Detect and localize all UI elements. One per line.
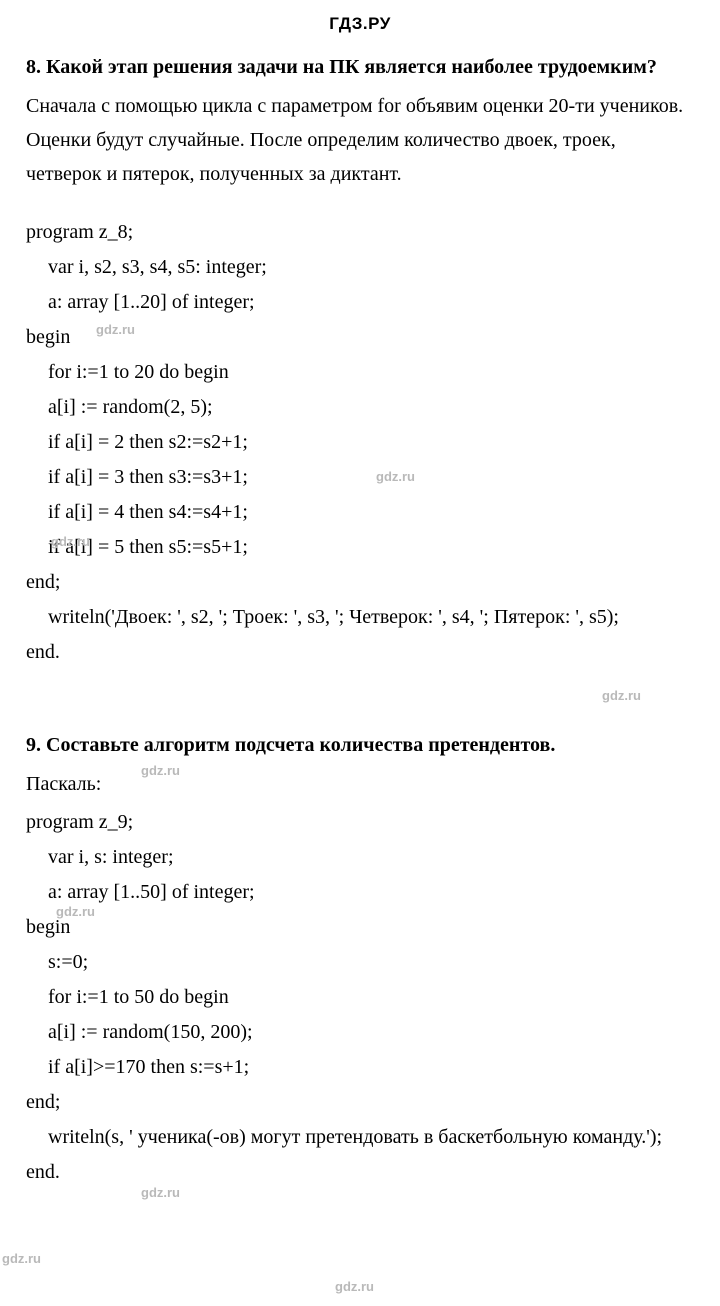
code-line: writeln('Двоек: ', s2, '; Троек: ', s3, … [26,600,694,635]
code-line: var i, s2, s3, s4, s5: integer; [26,250,694,285]
code-line: end; [26,1085,694,1120]
watermark: gdz.ru [335,1279,374,1294]
code-line: a: array [1..50] of integer; [26,875,694,910]
code-line: if a[i] = 5 then s5:=s5+1; [26,530,694,565]
q8-paragraph: Сначала с помощью цикла с параметром for… [26,89,694,191]
page: ГДЗ.РУ 8. Какой этап решения задачи на П… [0,0,720,1306]
watermark: gdz.ru [2,1251,41,1266]
code-line: a[i] := random(150, 200); [26,1015,694,1050]
spacer [26,670,694,700]
code-line: if a[i]>=170 then s:=s+1; [26,1050,694,1085]
q9-code-block: program z_9; var i, s: integer; a: array… [26,805,694,1190]
code-line: a: array [1..20] of integer; [26,285,694,320]
code-line: end; [26,565,694,600]
q8-title: 8. Какой этап решения задачи на ПК являе… [26,52,694,83]
code-line: for i:=1 to 50 do begin [26,980,694,1015]
code-line: if a[i] = 3 then s3:=s3+1; [26,460,694,495]
site-header: ГДЗ.РУ [26,14,694,34]
code-line: end. [26,1155,694,1190]
code-line: program z_8; [26,215,694,250]
spacer [26,700,694,730]
code-line: a[i] := random(2, 5); [26,390,694,425]
q9-language: Паскаль: [26,767,694,801]
code-line: end. [26,635,694,670]
code-line: var i, s: integer; [26,840,694,875]
code-line: program z_9; [26,805,694,840]
code-line: if a[i] = 4 then s4:=s4+1; [26,495,694,530]
code-line: for i:=1 to 20 do begin [26,355,694,390]
q9-body: gdz.ru gdz.ru gdz.ru Паскаль: program z_… [26,767,694,1190]
code-line: begin [26,320,694,355]
q8-code-block: gdz.ru gdz.ru gdz.ru program z_8; var i,… [26,215,694,670]
code-line: s:=0; [26,945,694,980]
q9-title: 9. Составьте алгоритм подсчета количеств… [26,730,694,761]
code-line: if a[i] = 2 then s2:=s2+1; [26,425,694,460]
code-line: begin [26,910,694,945]
code-line: writeln(s, ' ученика(-ов) могут претендо… [26,1120,694,1155]
